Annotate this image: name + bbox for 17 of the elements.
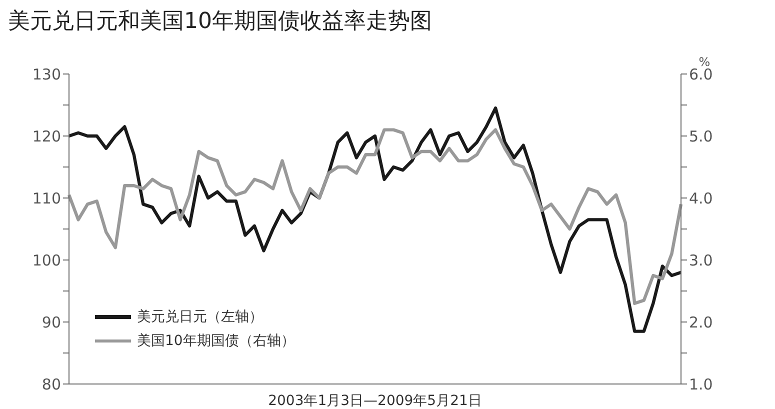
legend-label: 美元兑日元（左轴） [137,308,263,327]
y2-tick-label: 5.0 [689,127,713,146]
y2-tick-label: 2.0 [689,313,713,332]
chart-title: 美元兑日元和美国10年期国债收益率走势图 [8,8,432,36]
y2-tick-label: 1.0 [689,375,713,394]
y-tick-label: 100 [32,251,61,270]
legend-label: 美国10年期国债（右轴） [137,332,295,351]
y-tick-label: 80 [42,375,61,394]
y-tick-label: 90 [42,313,61,332]
y-tick-label: 120 [32,127,61,146]
y-tick-label: 110 [32,189,61,208]
y-tick-label: 130 [32,65,61,84]
x-axis-title: 2003年1月3日—2009年5月21日 [268,393,482,409]
line-series [67,128,683,305]
y2-tick-label: 4.0 [689,189,713,208]
y2-tick-label: 3.0 [689,251,713,270]
line-series [67,106,683,333]
